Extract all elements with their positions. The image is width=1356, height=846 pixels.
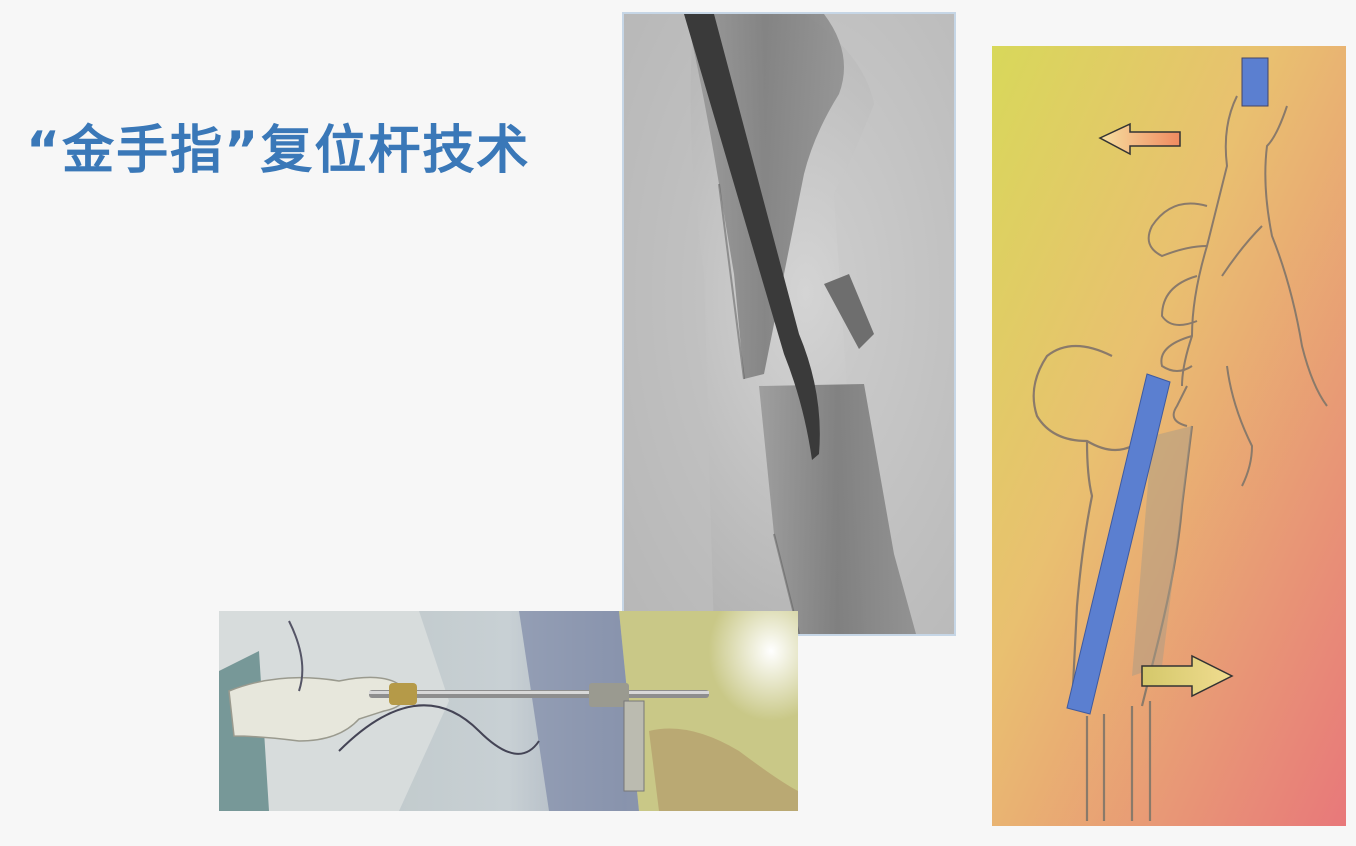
surgery-photo: [219, 611, 798, 811]
slide-title: “金手指”复位杆技术: [26, 121, 531, 181]
reduction-illustration: [992, 46, 1346, 826]
xray-image: [622, 12, 956, 636]
